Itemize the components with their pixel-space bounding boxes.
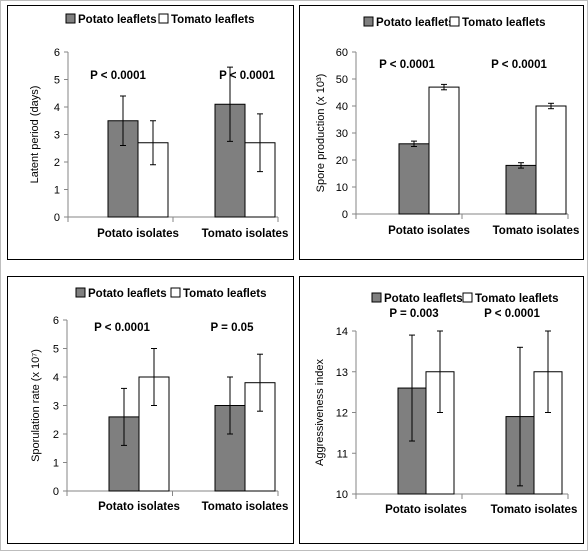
x-category-label: Potato isolates xyxy=(97,228,179,240)
p-value-annotation: P < 0.0001 xyxy=(491,59,547,71)
legend-label-tomato-leaflets: Tomato leaflets xyxy=(183,288,267,300)
y-tick-label: 40 xyxy=(336,101,348,113)
legend-swatch-potato-leaflets xyxy=(75,287,86,298)
x-category-label: Potato isolates xyxy=(385,504,467,516)
y-tick-label: 12 xyxy=(336,408,348,420)
legend-label-potato-leaflets: Potato leaflets xyxy=(376,17,455,29)
chart-panel-latent-period: 0 1 2 3 4 5 6 Latent period (days) Potato isolat… xyxy=(7,5,294,260)
legend-swatch-tomato-leaflets xyxy=(158,13,169,24)
p-value-annotation: P < 0.0001 xyxy=(219,70,275,82)
legend-swatch-tomato-leaflets xyxy=(170,287,181,298)
y-tick-label: 60 xyxy=(336,47,348,59)
y-tick-label: 6 xyxy=(54,47,60,59)
legend-swatch-potato-leaflets xyxy=(363,16,374,27)
x-category-label: Potato isolates xyxy=(98,501,180,513)
y-tick-label: 0 xyxy=(54,212,60,224)
x-category-label: Tomato isolates xyxy=(491,504,578,516)
legend-swatch-tomato-leaflets xyxy=(449,16,460,27)
bar-tomato-leaflets xyxy=(535,105,567,215)
y-axis-label: Spore production (x 10³) xyxy=(315,74,327,193)
chart-panel-spore-production: 0 10 20 30 40 50 60 Spore production (x 10³) Pot… xyxy=(299,5,584,260)
y-axis-label: Latent period (days) xyxy=(29,86,41,184)
y-tick-label: 1 xyxy=(54,185,60,197)
y-tick-label: 2 xyxy=(53,429,59,441)
y-tick-label: 3 xyxy=(53,401,59,413)
x-category-label: Tomato isolates xyxy=(202,501,289,513)
bar-potato-leaflets xyxy=(398,143,430,215)
y-tick-label: 5 xyxy=(54,75,60,87)
chart-svg-aggressiveness-index: 10 11 12 13 14 Aggressiveness index Potato iso… xyxy=(314,292,578,516)
legend-label-potato-leaflets: Potato leaflets xyxy=(384,293,463,305)
p-value-annotation: P < 0.0001 xyxy=(90,70,146,82)
y-tick-label: 1 xyxy=(53,458,59,470)
p-value-annotation: P = 0.05 xyxy=(211,322,255,334)
y-tick-label: 0 xyxy=(53,486,59,498)
bar-tomato-leaflets xyxy=(428,86,460,215)
y-tick-label: 10 xyxy=(336,182,348,194)
y-axis-label: Sporulation rate (x 10⁷) xyxy=(30,349,42,462)
legend-swatch-potato-leaflets xyxy=(371,292,382,303)
p-value-annotation: P < 0.0001 xyxy=(484,308,540,320)
y-tick-label: 10 xyxy=(336,489,348,501)
chart-svg-latent-period: 0 1 2 3 4 5 6 Latent period (days) Potato isolat… xyxy=(29,13,289,240)
chart-svg-spore-production: 0 10 20 30 40 50 60 Spore production (x 10³) Pot… xyxy=(315,16,580,237)
y-tick-label: 0 xyxy=(342,209,348,221)
chart-panel-sporulation-rate: 0 1 2 3 4 5 6 Sporulation rate (x 10⁷) Potato is… xyxy=(7,276,294,544)
y-tick-label: 20 xyxy=(336,155,348,167)
legend-swatch-potato-leaflets xyxy=(65,13,76,24)
p-value-annotation: P < 0.0001 xyxy=(94,322,150,334)
x-category-label: Potato isolates xyxy=(388,225,470,237)
legend-label-tomato-leaflets: Tomato leaflets xyxy=(171,14,255,26)
legend-label-tomato-leaflets: Tomato leaflets xyxy=(462,17,546,29)
y-tick-label: 2 xyxy=(54,157,60,169)
legend-label-potato-leaflets: Potato leaflets xyxy=(78,14,157,26)
legend-label-potato-leaflets: Potato leaflets xyxy=(88,288,167,300)
y-tick-label: 5 xyxy=(53,344,59,356)
y-tick-label: 30 xyxy=(336,128,348,140)
legend-label-tomato-leaflets: Tomato leaflets xyxy=(475,293,559,305)
y-tick-label: 3 xyxy=(54,130,60,142)
y-tick-label: 50 xyxy=(336,74,348,86)
chart-svg-sporulation-rate: 0 1 2 3 4 5 6 Sporulation rate (x 10⁷) Potato is… xyxy=(30,287,289,513)
bar-potato-leaflets xyxy=(505,164,537,215)
y-tick-label: 4 xyxy=(53,372,59,384)
y-axis-label: Aggressiveness index xyxy=(314,359,326,467)
chart-panel-aggressiveness-index: 10 11 12 13 14 Aggressiveness index Potato iso… xyxy=(299,276,584,544)
y-tick-label: 11 xyxy=(337,448,348,460)
y-tick-label: 13 xyxy=(336,367,348,379)
legend-swatch-tomato-leaflets xyxy=(462,292,473,303)
y-tick-label: 4 xyxy=(54,102,60,114)
p-value-annotation: P < 0.0001 xyxy=(379,59,435,71)
p-value-annotation: P = 0.003 xyxy=(389,308,438,320)
y-tick-label: 14 xyxy=(336,326,348,338)
x-category-label: Tomato isolates xyxy=(202,228,289,240)
x-category-label: Tomato isolates xyxy=(493,225,580,237)
y-tick-label: 6 xyxy=(53,315,59,327)
